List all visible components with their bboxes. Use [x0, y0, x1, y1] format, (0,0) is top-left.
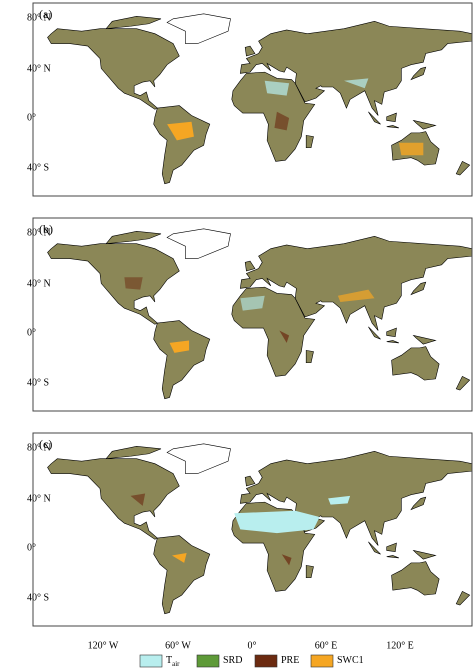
lat-label: 40° S — [27, 162, 49, 173]
lat-label: 80° N — [27, 227, 51, 238]
land — [47, 228, 472, 400]
lat-label: 0° — [27, 542, 36, 553]
lon-label: 60° W — [165, 640, 191, 651]
map-area — [47, 228, 472, 400]
frame — [32, 217, 473, 412]
frame — [32, 432, 473, 627]
lat-label: 0° — [27, 112, 36, 123]
lat-label: 80° N — [27, 12, 51, 23]
lat-label: 80° N — [27, 442, 51, 453]
legend-swatch — [254, 654, 278, 668]
map-panel: (a)80° N 40° N 0° 40° S — [27, 2, 473, 197]
legend: Tair SRD PRE SWC1 — [139, 654, 364, 668]
lat-label: 40° N — [27, 493, 51, 504]
legend-label: PRE — [281, 655, 299, 666]
panel-label: (a) — [39, 7, 52, 21]
legend-subscript: air — [172, 660, 180, 668]
lon-label: 120° W — [88, 640, 119, 651]
panels: (a)80° N40° N0°40° S(b)80° N40° N0°40° S… — [27, 2, 473, 627]
land — [47, 13, 472, 185]
lat-label: 40° N — [27, 63, 51, 74]
panel-label: (c) — [39, 437, 52, 451]
continents — [47, 228, 472, 400]
map-panel: (c)80° N 40° N 0° 40° S — [27, 432, 473, 627]
continents — [47, 13, 472, 185]
map-area — [47, 13, 472, 185]
panel-label: (b) — [39, 222, 53, 236]
legend-swatch — [139, 654, 163, 668]
lon-label: 120° E — [386, 640, 414, 651]
lon-label: 60° E — [315, 640, 338, 651]
legend-label: SRD — [223, 655, 242, 666]
lat-label: 40° N — [27, 278, 51, 289]
legend-text: T — [166, 655, 172, 666]
frame — [32, 2, 473, 197]
lon-labels: 120° W 60° W 0° 60° E 120° E — [88, 640, 414, 651]
legend-text: PRE — [281, 655, 299, 666]
legend-swatch — [196, 654, 220, 668]
land — [47, 443, 472, 615]
legend-text: SRD — [223, 655, 242, 666]
map-panel: (b)80° N 40° N 0° 40° S — [27, 217, 473, 412]
lat-label: 40° S — [27, 377, 49, 388]
legend-text: SWC1 — [337, 655, 364, 666]
map-area — [47, 443, 472, 615]
legend-label: Tair — [166, 655, 180, 667]
lon-label: 0° — [248, 640, 257, 651]
legend-swatch — [310, 654, 334, 668]
lat-label: 0° — [27, 327, 36, 338]
lat-label: 40° S — [27, 592, 49, 603]
legend-label: SWC1 — [337, 655, 364, 666]
